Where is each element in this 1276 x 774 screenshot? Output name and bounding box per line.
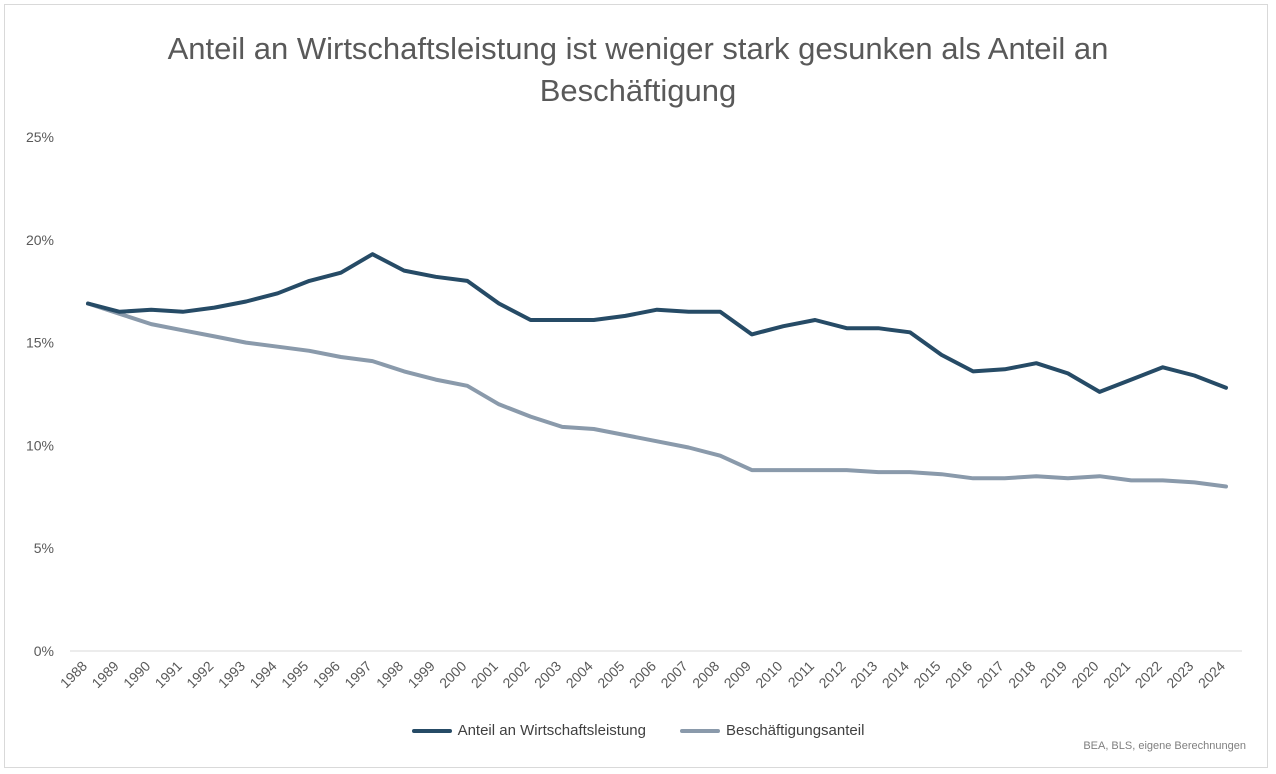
x-tick-label: 1997 [341, 658, 374, 691]
x-tick-label: 2013 [847, 658, 880, 691]
source-note: BEA, BLS, eigene Berechnungen [1083, 740, 1246, 752]
x-tick-label: 1988 [57, 658, 90, 691]
x-tick-label: 2003 [531, 658, 564, 691]
x-tick-label: 2000 [436, 658, 469, 691]
legend-swatch-beschaeftigung [679, 728, 720, 733]
x-tick-label: 2017 [973, 658, 1006, 691]
y-tick-label: 15% [26, 335, 54, 351]
x-tick-label: 1994 [246, 658, 279, 691]
y-tick-label: 25% [26, 129, 54, 145]
x-tick-label: 2001 [468, 658, 501, 691]
x-tick-label: 1995 [278, 658, 311, 691]
y-tick-label: 20% [26, 232, 54, 248]
x-tick-label: 2020 [1068, 658, 1101, 691]
x-tick-label: 1993 [215, 658, 248, 691]
x-tick-label: 1990 [120, 658, 153, 691]
chart-legend: Anteil an Wirtschaftsleistung Beschäftig… [0, 722, 1276, 739]
x-tick-label: 2018 [1005, 658, 1038, 691]
x-tick-label: 2014 [879, 658, 912, 691]
legend-item-beschaeftigung: Beschäftigungsanteil [679, 722, 865, 739]
y-tick-label: 5% [34, 540, 54, 556]
x-tick-label: 2010 [752, 658, 785, 691]
legend-item-wirtschaftsleistung: Anteil an Wirtschaftsleistung [411, 722, 646, 739]
series-layer [86, 252, 1228, 489]
x-tick-label: 2011 [785, 658, 818, 691]
x-tick-label: 2004 [563, 658, 596, 691]
x-tick-label: 2016 [942, 658, 975, 691]
x-tick-label: 1999 [404, 658, 437, 691]
x-tick-label: 1996 [310, 658, 343, 691]
x-tick-label: 1989 [88, 658, 121, 691]
legend-swatch-wirtschaftsleistung [411, 728, 452, 733]
x-tick-label: 2002 [499, 658, 532, 691]
chart-title: Anteil an Wirtschaftsleistung ist wenige… [0, 28, 1276, 112]
x-tick-label: 1998 [373, 658, 406, 691]
y-tick-label: 10% [26, 437, 54, 453]
x-tick-label: 2009 [721, 658, 754, 691]
series-line-wirtschaftsleistung [86, 252, 1228, 394]
x-tick-label: 2007 [657, 658, 690, 691]
x-tick-label: 2022 [1132, 658, 1165, 691]
x-axis-labels: 1988198919901991199219931994199519961997… [57, 658, 1228, 691]
x-tick-label: 2019 [1037, 658, 1070, 691]
x-tick-label: 2012 [815, 658, 848, 691]
x-tick-label: 2024 [1195, 658, 1228, 691]
series-line-beschaeftigungsanteil [86, 301, 1228, 489]
x-tick-label: 2023 [1163, 658, 1196, 691]
x-tick-label: 2006 [626, 658, 659, 691]
legend-label-beschaeftigung: Beschäftigungsanteil [725, 722, 865, 739]
legend-label-wirtschaftsleistung: Anteil an Wirtschaftsleistung [457, 722, 646, 739]
x-tick-label: 2008 [689, 658, 722, 691]
chart-title-line-1: Anteil an Wirtschaftsleistung ist wenige… [167, 31, 1109, 66]
x-tick-label: 2015 [910, 658, 943, 691]
x-tick-label: 2005 [594, 658, 627, 691]
y-axis-labels: 0% 5% 10% 15% 20% 25% [26, 129, 54, 659]
y-tick-label: 0% [34, 643, 54, 659]
x-tick-label: 1991 [152, 658, 185, 691]
chart-frame [4, 4, 1268, 768]
x-tick-label: 2021 [1100, 658, 1133, 691]
x-tick-label: 1992 [183, 658, 216, 691]
chart-title-line-2: Beschäftigung [539, 73, 737, 108]
